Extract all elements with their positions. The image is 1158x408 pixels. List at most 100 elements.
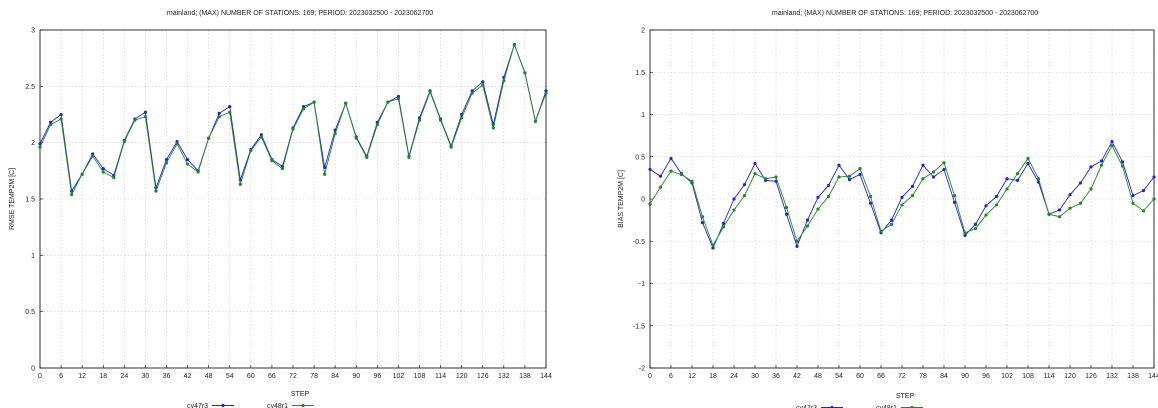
legend-swatch-marker	[301, 403, 305, 408]
x-tick-label: 84	[331, 373, 339, 380]
data-point-cy48r1	[259, 135, 263, 139]
x-tick-label: 6	[669, 373, 673, 380]
data-point-cy48r1	[502, 79, 506, 83]
data-point-cy48r1	[1099, 163, 1104, 167]
data-point-cy47r3	[185, 157, 190, 162]
data-point-cy48r1	[1005, 187, 1009, 191]
x-tick-label: 102	[1001, 373, 1013, 380]
bias-chart-panel: mainland; (MAX) NUMBER OF STATIONS: 169;…	[605, 0, 1158, 408]
data-point-cy47r3	[826, 183, 831, 188]
data-point-cy48r1	[365, 155, 369, 159]
data-point-cy48r1	[711, 243, 715, 248]
data-point-cy47r3	[973, 222, 978, 226]
y-tick-label: 0.5	[635, 154, 645, 161]
y-tick-label: 1	[31, 253, 35, 260]
data-point-cy48r1	[1036, 177, 1041, 181]
plot-frame	[39, 29, 547, 369]
y-tick-label: 1.5	[25, 197, 35, 204]
data-point-cy48r1	[921, 177, 925, 181]
data-point-cy48r1	[449, 145, 453, 149]
data-point-cy47r3	[301, 105, 306, 109]
data-point-cy48r1	[460, 116, 464, 120]
y-tick-label: 1.5	[635, 70, 645, 77]
data-point-cy48r1	[700, 215, 705, 219]
series-line-cy48r1	[39, 43, 547, 196]
data-point-cy48r1	[1078, 201, 1083, 205]
data-point-cy47r3	[889, 218, 894, 222]
x-tick-label: 48	[814, 373, 822, 380]
x-tick-label: 126	[1085, 373, 1097, 380]
legend-label: cy48r1	[876, 405, 897, 408]
data-point-cy47r3	[910, 184, 915, 188]
y-tick-label: 2	[641, 28, 645, 35]
x-tick-label: 108	[1022, 373, 1034, 380]
rmse-chart-panel: mainland; (MAX) NUMBER OF STATIONS: 169;…	[0, 0, 560, 408]
x-tick-label: 144	[540, 373, 552, 380]
x-tick-label: 54	[226, 373, 234, 380]
x-tick-label: 96	[373, 373, 381, 380]
data-point-cy47r3	[1131, 194, 1135, 198]
data-point-cy48r1	[889, 222, 894, 226]
data-point-cy48r1	[648, 202, 652, 206]
data-point-cy48r1	[994, 203, 999, 207]
x-tick-label: 0	[648, 373, 652, 380]
data-point-cy48r1	[375, 123, 379, 127]
data-point-cy47r3	[900, 195, 904, 199]
data-point-cy48r1	[784, 205, 789, 210]
x-tick-label: 72	[898, 373, 906, 380]
data-point-cy48r1	[879, 229, 883, 233]
data-point-cy47r3	[784, 212, 789, 216]
data-point-cy48r1	[112, 175, 116, 180]
x-tick-label: 114	[435, 373, 446, 380]
data-point-cy47r3	[1078, 181, 1083, 185]
y-tick-label: -0.5	[633, 239, 645, 246]
data-point-cy48r1	[91, 154, 95, 158]
data-point-cy48r1	[847, 174, 852, 178]
data-point-cy47r3	[942, 167, 946, 172]
data-point-cy47r3	[1005, 177, 1009, 181]
data-point-cy48r1	[154, 189, 158, 193]
data-point-cy48r1	[805, 224, 810, 228]
x-tick-label: 42	[793, 373, 801, 380]
data-point-cy47r3	[742, 183, 747, 187]
x-tick-label: 114	[1043, 373, 1054, 380]
data-point-cy48r1	[795, 239, 799, 243]
data-point-cy48r1	[122, 139, 126, 144]
data-point-cy47r3	[48, 120, 53, 124]
x-tick-label: 54	[835, 373, 843, 380]
x-axis-label: STEP	[896, 393, 915, 400]
data-point-cy48r1	[80, 172, 84, 176]
data-point-cy48r1	[270, 159, 274, 163]
data-point-cy48r1	[312, 100, 316, 104]
chart-title: mainland; (MAX) NUMBER OF STATIONS: 169;…	[772, 10, 1038, 17]
data-point-cy47r3	[994, 194, 999, 199]
data-point-cy47r3	[259, 133, 263, 137]
data-point-cy48r1	[858, 166, 862, 171]
data-point-cy48r1	[1120, 164, 1125, 168]
data-point-cy48r1	[407, 155, 411, 159]
data-point-cy47r3	[795, 244, 799, 248]
data-point-cy48r1	[544, 91, 548, 95]
data-point-cy47r3	[544, 89, 548, 93]
data-point-cy48r1	[774, 175, 778, 179]
y-tick-label: -1	[639, 281, 645, 288]
legend: cy47r3 cy48r1	[187, 403, 314, 408]
x-tick-label: 132	[498, 373, 510, 380]
data-point-cy48r1	[280, 166, 285, 171]
x-tick-label: 138	[519, 373, 531, 380]
data-point-cy48r1	[900, 203, 904, 207]
data-point-cy47r3	[1120, 160, 1125, 164]
data-point-cy48r1	[291, 127, 295, 131]
data-point-cy47r3	[1099, 159, 1104, 163]
data-point-cy48r1	[658, 185, 663, 189]
legend-label: cy48r1	[267, 403, 288, 408]
data-point-cy48r1	[59, 117, 63, 121]
data-point-cy47r3	[175, 139, 179, 144]
y-tick-label: -1.5	[633, 323, 645, 330]
x-tick-label: 42	[184, 373, 192, 380]
x-tick-label: 132	[1106, 373, 1118, 380]
x-tick-label: 24	[730, 373, 738, 380]
data-point-cy48r1	[396, 97, 401, 101]
y-tick-label: 0	[641, 197, 645, 204]
x-tick-label: 30	[751, 373, 759, 380]
